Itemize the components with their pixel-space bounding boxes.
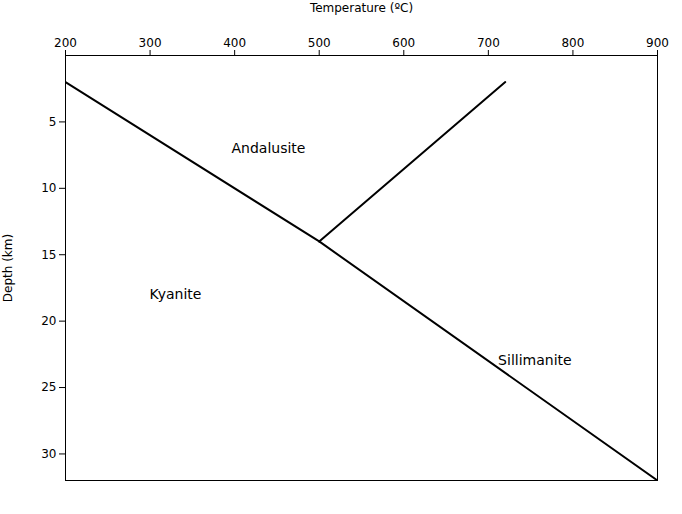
svg-text:400: 400 <box>223 36 246 50</box>
svg-text:500: 500 <box>308 36 331 50</box>
svg-text:Sillimanite: Sillimanite <box>498 352 572 368</box>
svg-text:25: 25 <box>41 380 56 394</box>
svg-text:Temperature (ºC): Temperature (ºC) <box>309 1 413 15</box>
svg-text:Andalusite: Andalusite <box>231 140 305 156</box>
svg-text:20: 20 <box>41 314 56 328</box>
svg-text:Kyanite: Kyanite <box>149 286 201 302</box>
svg-text:800: 800 <box>561 36 584 50</box>
svg-text:900: 900 <box>646 36 669 50</box>
svg-text:15: 15 <box>41 248 56 262</box>
svg-text:300: 300 <box>139 36 162 50</box>
svg-text:200: 200 <box>54 36 77 50</box>
svg-text:600: 600 <box>392 36 415 50</box>
svg-text:Depth (km): Depth (km) <box>1 234 15 302</box>
svg-text:30: 30 <box>41 447 56 461</box>
svg-text:10: 10 <box>41 181 56 195</box>
svg-text:700: 700 <box>477 36 500 50</box>
svg-text:5: 5 <box>49 115 57 129</box>
